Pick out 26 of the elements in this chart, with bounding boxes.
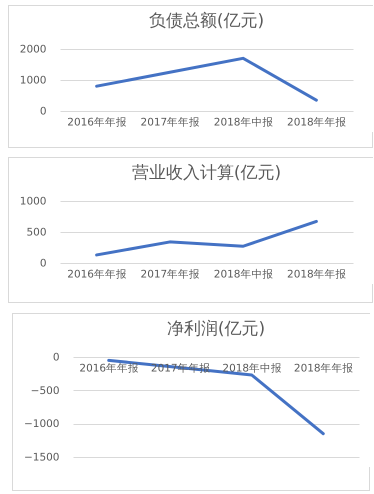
y-tick-label: 2000: [20, 44, 46, 56]
y-tick-label: 0: [40, 258, 46, 270]
x-tick-label: 2017年年报: [140, 268, 200, 280]
chart-title: 负债总额(亿元): [148, 11, 264, 31]
y-tick-label: −1000: [24, 418, 60, 430]
y-tick-label: 0: [40, 106, 46, 118]
y-tick-label: −1500: [24, 452, 60, 464]
x-tick-label: 2018年中报: [222, 362, 282, 374]
x-tick-label: 2016年年报: [67, 268, 127, 280]
line-series: [95, 56, 318, 102]
x-tick-label: 2016年年报: [79, 362, 140, 374]
y-tick-label: 500: [26, 226, 46, 238]
x-tick-label: 2016年年报: [67, 116, 127, 128]
chart-title: 净利润(亿元): [166, 319, 266, 339]
x-tick-label: 2017年年报: [140, 116, 200, 128]
line-series: [95, 220, 318, 256]
y-tick-label: 0: [52, 352, 60, 364]
x-tick-label: 2018年年报: [294, 362, 354, 374]
x-tick-label: 2018年年报: [287, 116, 347, 128]
y-tick-label: −500: [30, 384, 60, 397]
chart-title: 营业收入计算(亿元): [132, 163, 282, 183]
y-tick-label: 1000: [20, 74, 46, 86]
x-tick-label: 2018年中报: [214, 268, 274, 280]
y-tick-label: 1000: [20, 196, 46, 208]
x-tick-label: 2018年年报: [287, 268, 347, 280]
x-tick-label: 2018年中报: [214, 116, 274, 128]
